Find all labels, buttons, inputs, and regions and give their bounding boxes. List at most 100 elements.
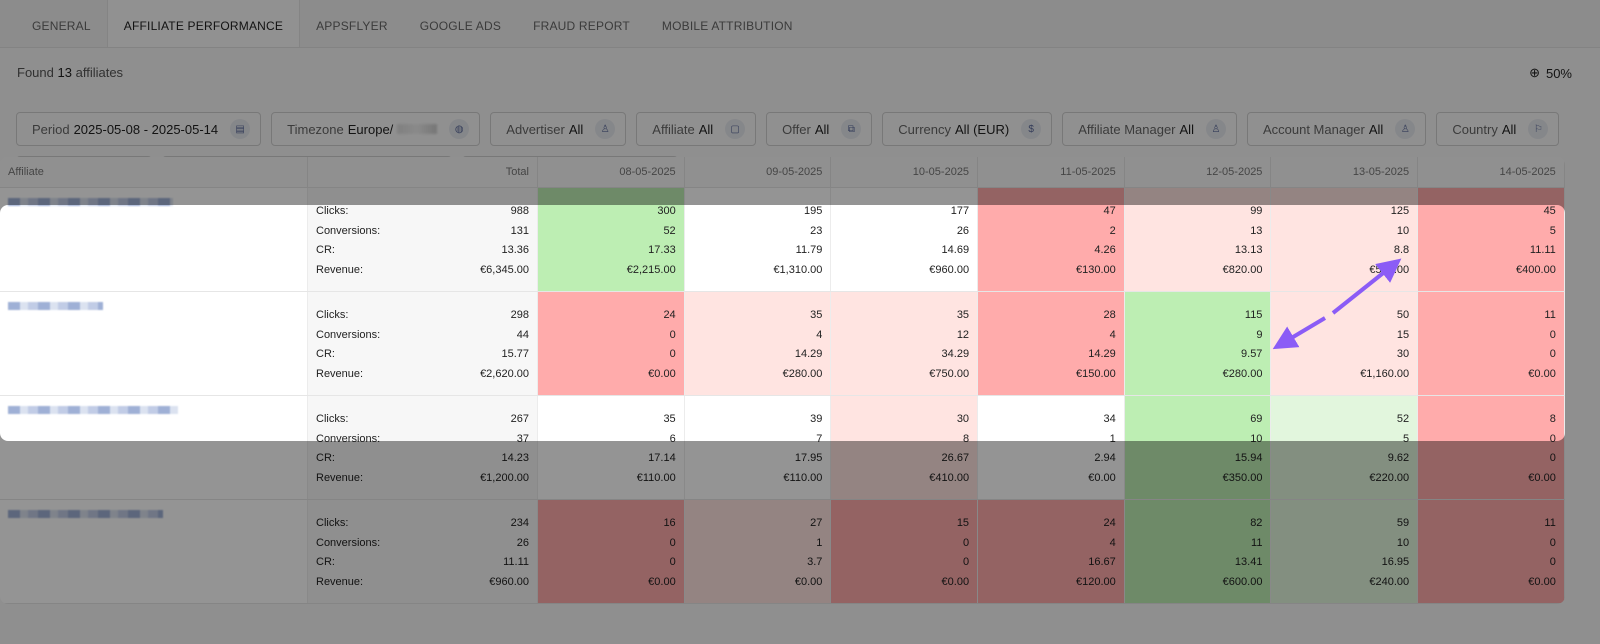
affiliate-performance-table: Affiliate Total 08-05-2025 09-05-2025 10-05-…	[0, 157, 1565, 604]
total-value: 13.36	[501, 244, 529, 256]
day-value: €0.00	[1088, 471, 1116, 484]
tab-affiliate-performance[interactable]: AFFILIATE PERFORMANCE	[106, 0, 301, 47]
filter-affiliate[interactable]: Affiliate All ▢	[636, 112, 757, 146]
affiliate-name-redacted[interactable]	[8, 406, 178, 414]
day-cell: 15 0 0 €0.00	[831, 500, 979, 603]
filter-label: Period	[32, 121, 70, 137]
advertiser-icon: ♙	[595, 119, 616, 139]
day-cell: 195 23 11.79 €1,310.00	[684, 188, 832, 291]
metric-label: Clicks:	[316, 413, 349, 425]
zoom-control[interactable]: ⊕ 50%	[1529, 65, 1572, 81]
affiliate-cell[interactable]	[0, 396, 308, 499]
day-value: €280.00	[1222, 367, 1263, 380]
day-value: €410.00	[929, 471, 970, 484]
day-value: 0	[669, 328, 676, 341]
affiliate-cell[interactable]	[0, 292, 308, 395]
flag-icon: ⚐	[1528, 119, 1549, 139]
day-value: €0.00	[648, 575, 676, 588]
filter-account-manager[interactable]: Account Manager All ♙	[1246, 112, 1427, 146]
filter-label: Timezone	[287, 121, 344, 137]
affiliate-name-redacted[interactable]	[8, 302, 103, 310]
calendar-icon: ▤	[230, 119, 251, 139]
total-value: 298	[510, 309, 529, 321]
affiliate-cell[interactable]	[0, 500, 308, 603]
day-value: 300	[657, 205, 676, 217]
total-value: 267	[510, 413, 529, 425]
tab-google-ads[interactable]: GOOGLE ADS	[419, 19, 502, 33]
column-header[interactable]: Total	[308, 157, 538, 187]
filter-value: All	[1179, 121, 1194, 137]
metric-label: Conversions:	[316, 432, 381, 445]
filter-country[interactable]: Country All ⚐	[1436, 112, 1560, 146]
day-value: 4	[816, 328, 823, 341]
day-value: 0	[1549, 536, 1556, 549]
metric-label: CR:	[316, 244, 335, 256]
column-header[interactable]: 08-05-2025	[538, 157, 685, 187]
copy-icon: ⧉	[841, 119, 862, 139]
day-cell: 50 15 30 €1,160.00	[1271, 292, 1419, 395]
day-value: €820.00	[1222, 263, 1263, 276]
day-cell: 47 2 4.26 €130.00	[978, 188, 1125, 291]
day-cell: 115 9 9.57 €280.00	[1124, 292, 1272, 395]
total-value: €6,345.00	[480, 263, 529, 276]
day-cell: 16 0 0 €0.00	[538, 500, 685, 603]
day-cell: 99 13 13.13 €820.00	[1124, 188, 1272, 291]
column-header[interactable]: 09-05-2025	[684, 157, 832, 187]
filter-offer[interactable]: Offer All ⧉	[766, 112, 873, 146]
filter-period[interactable]: Period 2025-05-08 - 2025-05-14 ▤	[16, 112, 262, 146]
day-value: 195	[804, 205, 823, 217]
day-value: 34	[1103, 413, 1116, 425]
day-value: 26.67	[941, 452, 970, 464]
day-value: 1	[816, 536, 823, 549]
day-value: 35	[956, 309, 970, 321]
filter-timezone[interactable]: Timezone Europe/ ◍	[271, 112, 481, 146]
day-cell: 28 4 14.29 €150.00	[978, 292, 1125, 395]
column-header[interactable]: 10-05-2025	[831, 157, 979, 187]
column-header[interactable]: Affiliate	[0, 157, 308, 187]
day-cell: 125 10 8.8 €510.00	[1271, 188, 1419, 291]
filter-advertiser[interactable]: Advertiser All ♙	[490, 112, 627, 146]
day-value: 30	[1396, 348, 1410, 360]
affiliate-name-redacted[interactable]	[8, 510, 163, 518]
day-value: €0.00	[1528, 471, 1556, 484]
metric-values: 988 131 13.36 €6,345.00	[480, 202, 529, 291]
day-value: 28	[1103, 309, 1116, 321]
filter-value: 2025-05-08 - 2025-05-14	[73, 121, 219, 137]
zoom-value: 50%	[1545, 65, 1572, 81]
day-value: 5	[1549, 224, 1556, 237]
column-header[interactable]: 13-05-2025	[1271, 157, 1419, 187]
day-value: 47	[1103, 205, 1116, 217]
filter-label: Account Manager	[1262, 121, 1365, 137]
tab-mobile-attribution[interactable]: MOBILE ATTRIBUTION	[661, 19, 793, 33]
filter-value: All	[1368, 121, 1384, 137]
day-value: 11	[1544, 309, 1556, 321]
column-header[interactable]: 11-05-2025	[978, 157, 1125, 187]
day-value: 8	[962, 432, 970, 445]
day-value: 35	[663, 413, 676, 425]
day-value: €150.00	[1075, 367, 1116, 380]
tab-fraud-report[interactable]: FRAUD REPORT	[533, 19, 630, 33]
day-cell: 11 0 0 €0.00	[1418, 500, 1565, 603]
day-value: 99	[1250, 205, 1263, 217]
tab-general[interactable]: GENERAL	[32, 19, 91, 33]
filter-value: All	[698, 121, 714, 137]
day-value: 10	[1396, 224, 1410, 237]
column-header[interactable]: 14-05-2025	[1418, 157, 1565, 187]
day-value: 24	[663, 309, 676, 321]
day-value: 0	[962, 536, 970, 549]
day-value: 4	[1109, 328, 1116, 341]
tab-appsflyer[interactable]: APPSFLYER	[316, 19, 388, 33]
day-value: 24	[1103, 517, 1116, 529]
metric-label: CR:	[316, 452, 335, 464]
filter-currency[interactable]: Currency All (EUR) $	[882, 112, 1053, 146]
affiliate-name-redacted[interactable]	[8, 198, 173, 206]
day-value: 17.95	[794, 452, 823, 464]
affiliate-cell[interactable]	[0, 188, 308, 291]
total-value: €2,620.00	[480, 367, 529, 380]
table-row: Clicks: Conversions: CR: Revenue: 267 37 14.23…	[0, 396, 1565, 500]
filter-affiliate-manager[interactable]: Affiliate Manager All ♙	[1062, 112, 1237, 146]
column-header[interactable]: 12-05-2025	[1124, 157, 1272, 187]
filter-label: Affiliate	[652, 121, 695, 137]
day-value: 52	[663, 224, 676, 237]
day-cell: 8 0 0 €0.00	[1418, 396, 1565, 499]
